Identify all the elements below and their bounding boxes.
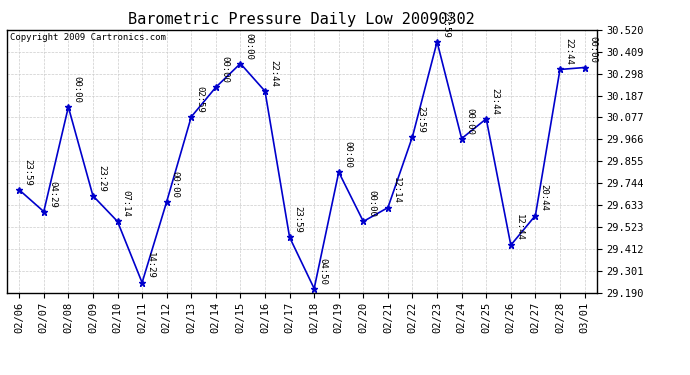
Text: 00:00: 00:00	[244, 33, 254, 59]
Text: 20:44: 20:44	[540, 184, 549, 211]
Text: Copyright 2009 Cartronics.com: Copyright 2009 Cartronics.com	[10, 33, 166, 42]
Text: 14:29: 14:29	[146, 252, 155, 279]
Text: 00:00: 00:00	[171, 171, 180, 198]
Text: 07:14: 07:14	[121, 190, 130, 217]
Title: Barometric Pressure Daily Low 20090302: Barometric Pressure Daily Low 20090302	[128, 12, 475, 27]
Text: 23:29: 23:29	[97, 165, 106, 192]
Text: 00:00: 00:00	[368, 190, 377, 217]
Text: 04:50: 04:50	[318, 258, 327, 284]
Text: 00:00: 00:00	[343, 141, 352, 168]
Text: 23:59: 23:59	[294, 206, 303, 233]
Text: 22:44: 22:44	[269, 60, 278, 87]
Text: 23:44: 23:44	[491, 88, 500, 115]
Text: 00:00: 00:00	[72, 76, 81, 103]
Text: 23:59: 23:59	[23, 159, 32, 186]
Text: 12:14: 12:14	[392, 177, 401, 204]
Text: 23:59: 23:59	[441, 11, 451, 38]
Text: 22:44: 22:44	[564, 38, 573, 65]
Text: 00:00: 00:00	[466, 108, 475, 134]
Text: 12:44: 12:44	[515, 214, 524, 241]
Text: 02:59: 02:59	[195, 86, 204, 112]
Text: 00:00: 00:00	[220, 56, 229, 83]
Text: 23:59: 23:59	[417, 105, 426, 132]
Text: 00:00: 00:00	[589, 36, 598, 63]
Text: 04:29: 04:29	[48, 180, 57, 207]
